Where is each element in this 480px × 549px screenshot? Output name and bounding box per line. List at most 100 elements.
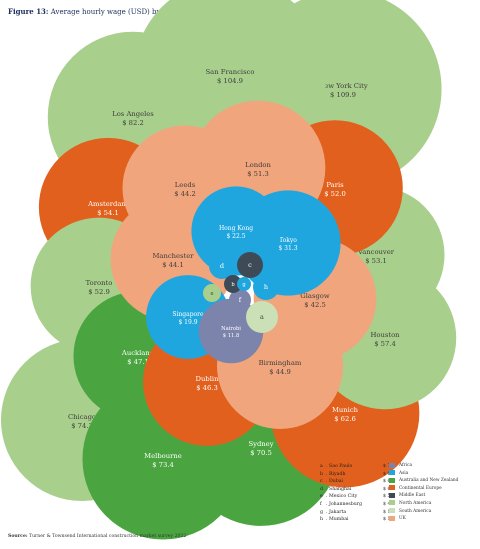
bubble-name-birmingham: Birmingham bbox=[259, 359, 302, 367]
key-dot: . bbox=[326, 509, 329, 515]
figure-number: Figure 13: bbox=[8, 7, 49, 16]
key-row: d. Shanghai $ 6.4 bbox=[320, 486, 395, 494]
key-value: $ 4.7 bbox=[382, 501, 395, 507]
key-letter: f bbox=[320, 501, 322, 507]
key-letter: b bbox=[320, 471, 324, 477]
bubble-dubai bbox=[237, 252, 263, 278]
key-value: $ 5.9 bbox=[382, 494, 395, 500]
bubble-value-nairobi: $ 11.8 bbox=[223, 333, 240, 339]
key-value: $ 7.7 bbox=[382, 464, 395, 469]
key-dot: . bbox=[326, 464, 329, 469]
legend-label: UK bbox=[399, 516, 406, 522]
key-dot: . bbox=[326, 471, 329, 477]
bubble-name-new-york-city: New York City bbox=[318, 82, 368, 90]
source-lead: Source: bbox=[8, 534, 28, 539]
key-value: $ 6.9 bbox=[382, 471, 395, 477]
region-legend: Africa Asia Australia and New Zealand Conti… bbox=[389, 462, 458, 523]
bubble-name-chicago: Chicago bbox=[68, 413, 96, 421]
legend-item: Africa bbox=[389, 462, 458, 470]
bubble-name-london: London bbox=[245, 161, 271, 169]
legend-label: Asia bbox=[399, 470, 409, 476]
bubble-name-paris: Paris bbox=[326, 181, 344, 189]
key-row: f. Johannesburg $ 4.7 bbox=[320, 501, 395, 509]
bubble-name-auckland: Auckland bbox=[121, 349, 155, 357]
figure-title-text: Average hourly wage (USD) by market bbox=[50, 8, 189, 16]
key-value: $ 1.3 bbox=[382, 517, 395, 523]
legend-swatch bbox=[389, 515, 395, 521]
key-market: Mumbai bbox=[328, 517, 349, 523]
key-letter: a bbox=[320, 464, 323, 469]
bubble-name-hong-kong: Hong Kong bbox=[219, 225, 253, 232]
bubble-name-tokyo: Tokyo bbox=[279, 237, 297, 244]
key-letter: c bbox=[320, 479, 323, 485]
bubble-value-manchester: $ 44.1 bbox=[162, 261, 184, 269]
bubble-letter-b: b bbox=[231, 282, 235, 288]
bubble-value-melbourne: $ 73.4 bbox=[152, 461, 174, 469]
bubble-name-toronto: Toronto bbox=[86, 279, 113, 287]
key-market: Sao Paulo bbox=[328, 464, 353, 469]
bubble-letter-e: e bbox=[210, 291, 213, 297]
key-dot: . bbox=[326, 494, 329, 500]
legend-label: Continental Europe bbox=[399, 485, 442, 491]
key-row: c. Dubai $ 6.4 bbox=[320, 478, 395, 486]
letter-key: a. Sao Paulo $ 7.7 b. Riyadh $ 6.9 c. Dubai $… bbox=[320, 463, 395, 524]
bubble-letter-d: d bbox=[220, 262, 224, 270]
bubble-value-tokyo: $ 31.3 bbox=[278, 245, 297, 252]
legend-item: Middle East bbox=[389, 492, 458, 500]
legend-label: Middle East bbox=[399, 493, 426, 499]
bubble-value-leeds: $ 44.2 bbox=[174, 190, 196, 198]
bubble-name-sydney: Sydney bbox=[248, 440, 273, 448]
bubble-value-birmingham: $ 44.9 bbox=[269, 368, 291, 376]
bubble-value-los-angeles: $ 82.2 bbox=[122, 119, 144, 127]
bubble-letter-c: c bbox=[248, 261, 252, 269]
legend-label: Australia and New Zealand bbox=[399, 478, 459, 484]
bubble-value-hong-kong: $ 22.5 bbox=[226, 233, 245, 240]
bubble-shanghai bbox=[209, 253, 235, 279]
legend-item: Asia bbox=[389, 470, 458, 478]
source-note: Source: Turner & Townsend International … bbox=[8, 534, 186, 539]
bubble-value-houston: $ 57.4 bbox=[374, 340, 396, 348]
bubble-value-san-francisco: $ 104.9 bbox=[217, 77, 243, 85]
bubble-jakarta bbox=[237, 277, 251, 291]
key-letter: g bbox=[320, 509, 324, 515]
bubble-value-glasgow: $ 42.5 bbox=[304, 301, 326, 309]
key-dot: . bbox=[326, 486, 329, 492]
bubble-letter-h: h bbox=[264, 283, 268, 291]
bubble-sao-paulo bbox=[246, 301, 278, 333]
key-value: $ 6.4 bbox=[382, 479, 395, 485]
key-letter: h bbox=[320, 517, 324, 523]
key-market: Shanghai bbox=[328, 486, 352, 492]
bubble-hong-kong bbox=[191, 186, 281, 276]
key-letter: d bbox=[320, 486, 324, 492]
bubble-value-singapore: $ 19.9 bbox=[178, 319, 197, 326]
bubble-value-toronto: $ 52.9 bbox=[88, 288, 110, 296]
bubble-value-auckland: $ 47.1 bbox=[127, 358, 149, 366]
bubble-value-chicago: $ 74.3 bbox=[71, 422, 93, 430]
bubble-name-melbourne: Melbourne bbox=[144, 452, 182, 460]
key-row: g. Jakarta $ 1.4 bbox=[320, 509, 395, 517]
bubble-letter-a: a bbox=[260, 313, 264, 321]
key-market: Dubai bbox=[328, 479, 344, 485]
key-market: Johannesburg bbox=[328, 501, 362, 507]
bubble-name-singapore: Singapore bbox=[172, 311, 204, 318]
key-row: a. Sao Paulo $ 7.7 bbox=[320, 463, 395, 471]
bubble-name-dublin: Dublin bbox=[196, 375, 220, 383]
key-row: h. Mumbai $ 1.3 bbox=[320, 516, 395, 524]
bubble-name-houston: Houston bbox=[370, 331, 400, 339]
bubble-value-munich: $ 62.6 bbox=[334, 415, 356, 423]
legend-swatch bbox=[389, 477, 395, 483]
bubble-name-vancouver: Vancouver bbox=[357, 248, 395, 256]
legend-label: North America bbox=[399, 500, 432, 506]
legend-swatch bbox=[389, 492, 395, 498]
bubble-name-glasgow: Glasgow bbox=[300, 292, 330, 300]
bubble-value-paris: $ 52.0 bbox=[324, 190, 346, 198]
bubble-value-london: $ 51.3 bbox=[247, 170, 269, 178]
legend-item: South America bbox=[389, 508, 458, 516]
key-dot: . bbox=[326, 479, 329, 485]
bubble-letter-g: g bbox=[242, 282, 246, 288]
key-market: Riyadh bbox=[328, 471, 346, 477]
bubble-name-munich: Munich bbox=[332, 406, 359, 414]
bubble-letter-f: f bbox=[239, 296, 242, 304]
figure-title: Figure 13: Average hourly wage (USD) by … bbox=[8, 7, 188, 16]
